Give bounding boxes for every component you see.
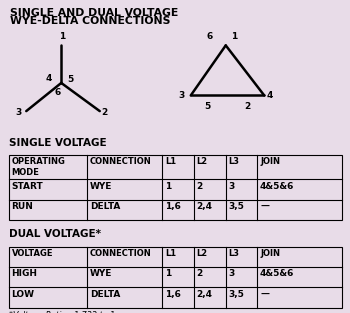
Text: 3: 3 bbox=[228, 269, 235, 279]
Text: 4: 4 bbox=[267, 91, 273, 100]
Text: CONNECTION: CONNECTION bbox=[90, 157, 152, 167]
Text: —: — bbox=[260, 202, 269, 211]
Text: OPERATING
MODE: OPERATING MODE bbox=[12, 157, 65, 177]
Text: 1: 1 bbox=[165, 182, 171, 191]
Text: DELTA: DELTA bbox=[90, 202, 120, 211]
Text: L3: L3 bbox=[228, 157, 239, 167]
Text: L2: L2 bbox=[197, 249, 208, 258]
Text: 1: 1 bbox=[165, 269, 171, 279]
Text: 2: 2 bbox=[101, 108, 107, 117]
Text: 4&5&6: 4&5&6 bbox=[260, 182, 294, 191]
Text: —: — bbox=[260, 290, 269, 299]
Text: START: START bbox=[12, 182, 43, 191]
Text: 3,5: 3,5 bbox=[228, 202, 244, 211]
Text: DELTA: DELTA bbox=[90, 290, 120, 299]
Text: L3: L3 bbox=[228, 249, 239, 258]
Text: JOIN: JOIN bbox=[260, 249, 280, 258]
Text: 6: 6 bbox=[206, 32, 213, 41]
Text: 1: 1 bbox=[59, 32, 65, 41]
Text: SINGLE AND DUAL VOLTAGE: SINGLE AND DUAL VOLTAGE bbox=[10, 8, 179, 18]
Text: *Voltage Ratio:  1.732 to 1.: *Voltage Ratio: 1.732 to 1. bbox=[9, 311, 117, 313]
Text: 5: 5 bbox=[67, 75, 74, 84]
Text: JOIN: JOIN bbox=[260, 157, 280, 167]
Text: 2: 2 bbox=[197, 269, 203, 279]
Bar bbox=[9, 155, 342, 220]
Text: 3: 3 bbox=[178, 91, 184, 100]
Text: 1,6: 1,6 bbox=[165, 290, 181, 299]
Text: 1: 1 bbox=[231, 32, 237, 41]
Text: L2: L2 bbox=[197, 157, 208, 167]
Text: WYE-DELTA CONNECTIONS: WYE-DELTA CONNECTIONS bbox=[10, 16, 171, 26]
Text: 3: 3 bbox=[15, 108, 22, 117]
Text: 2,4: 2,4 bbox=[197, 202, 213, 211]
Text: WYE: WYE bbox=[90, 182, 112, 191]
Text: 2,4: 2,4 bbox=[197, 290, 213, 299]
Text: 3: 3 bbox=[228, 182, 235, 191]
Text: 6: 6 bbox=[55, 88, 61, 97]
Text: 4: 4 bbox=[46, 74, 52, 83]
Text: 3,5: 3,5 bbox=[228, 290, 244, 299]
Text: RUN: RUN bbox=[12, 202, 33, 211]
Text: 1,6: 1,6 bbox=[165, 202, 181, 211]
Text: DUAL VOLTAGE*: DUAL VOLTAGE* bbox=[9, 229, 101, 239]
Text: L1: L1 bbox=[165, 249, 176, 258]
Text: 5: 5 bbox=[204, 102, 211, 111]
Bar bbox=[9, 247, 342, 308]
Text: LOW: LOW bbox=[12, 290, 35, 299]
Text: L1: L1 bbox=[165, 157, 176, 167]
Text: 2: 2 bbox=[244, 102, 250, 111]
Text: 2: 2 bbox=[197, 182, 203, 191]
Text: 4&5&6: 4&5&6 bbox=[260, 269, 294, 279]
Text: HIGH: HIGH bbox=[12, 269, 37, 279]
Text: SINGLE VOLTAGE: SINGLE VOLTAGE bbox=[9, 138, 106, 148]
Text: WYE: WYE bbox=[90, 269, 112, 279]
Text: VOLTAGE: VOLTAGE bbox=[12, 249, 53, 258]
Text: CONNECTION: CONNECTION bbox=[90, 249, 152, 258]
